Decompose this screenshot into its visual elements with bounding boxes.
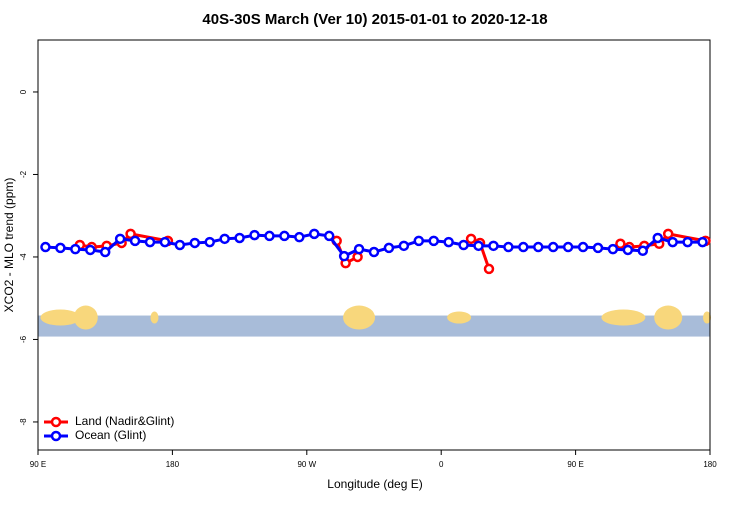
data-point [503, 241, 514, 253]
data-point [264, 230, 275, 242]
data-point [577, 241, 589, 253]
data-point [662, 228, 674, 240]
map-land [343, 305, 376, 330]
y-tick-label: -6 [19, 335, 28, 343]
legend-marker [50, 430, 62, 442]
data-point [189, 237, 201, 249]
data-point [652, 232, 663, 244]
data-point [249, 229, 260, 241]
data-point [428, 235, 439, 247]
data-point [473, 240, 484, 252]
map-land [601, 309, 646, 326]
data-point [622, 244, 634, 256]
map-land [150, 311, 159, 324]
data-point [488, 240, 499, 252]
map-land [40, 309, 81, 326]
map-land [654, 305, 683, 330]
data-point [607, 243, 619, 255]
data-point [129, 235, 141, 247]
data-point [125, 228, 136, 240]
data-point [458, 239, 469, 251]
x-tick-label: 0 [439, 460, 444, 469]
x-tick-label: 180 [703, 460, 717, 469]
data-point [338, 250, 350, 262]
data-point [518, 241, 529, 253]
data-point [697, 236, 708, 248]
x-tick-label: 90 W [297, 460, 316, 469]
data-point [465, 233, 477, 245]
x-axis-label: Longitude (deg E) [327, 477, 422, 491]
map-land [703, 311, 712, 324]
data-point [85, 244, 96, 256]
y-tick-label: -4 [19, 253, 28, 261]
data-point [174, 239, 186, 251]
data-point [219, 233, 230, 245]
y-tick-label: -8 [19, 418, 28, 426]
data-point [279, 230, 290, 242]
data-point [55, 242, 66, 254]
data-point [70, 243, 81, 255]
chart-title: 40S-30S March (Ver 10) 2015-01-01 to 202… [202, 11, 547, 28]
y-axis-label: XCO2 - MLO trend (ppm) [2, 178, 16, 313]
y-tick-label: 0 [19, 89, 28, 94]
data-point [637, 245, 649, 257]
data-point [144, 236, 156, 248]
data-point [562, 241, 574, 253]
data-point [547, 241, 559, 253]
data-point [159, 236, 171, 248]
map-land [447, 311, 472, 324]
x-tick-label: 90 E [567, 460, 583, 469]
data-point [383, 242, 395, 254]
data-point [204, 236, 215, 248]
data-point [483, 263, 495, 275]
map-ocean [38, 315, 710, 337]
data-point [533, 241, 544, 253]
data-point [309, 228, 320, 240]
data-point [443, 236, 454, 248]
legend-marker [50, 416, 62, 428]
data-point [40, 241, 51, 253]
x-tick-label: 180 [166, 460, 180, 469]
map-land [73, 305, 98, 330]
data-point [294, 231, 305, 243]
data-point [413, 235, 425, 247]
data-point [99, 246, 111, 258]
plot-frame [37, 39, 711, 451]
data-point [368, 246, 380, 258]
data-point [234, 232, 245, 244]
legend-label: Land (Nadir&Glint) [75, 414, 174, 428]
data-point [592, 242, 604, 254]
data-point [114, 233, 126, 245]
y-tick-label: -2 [19, 170, 28, 178]
data-point [398, 240, 410, 252]
legend-label: Ocean (Glint) [75, 428, 146, 442]
data-point [353, 243, 365, 255]
data-point [615, 238, 626, 250]
data-point [682, 236, 693, 248]
x-tick-label: 90 E [30, 460, 46, 469]
data-point [323, 230, 335, 242]
data-point [667, 236, 678, 248]
